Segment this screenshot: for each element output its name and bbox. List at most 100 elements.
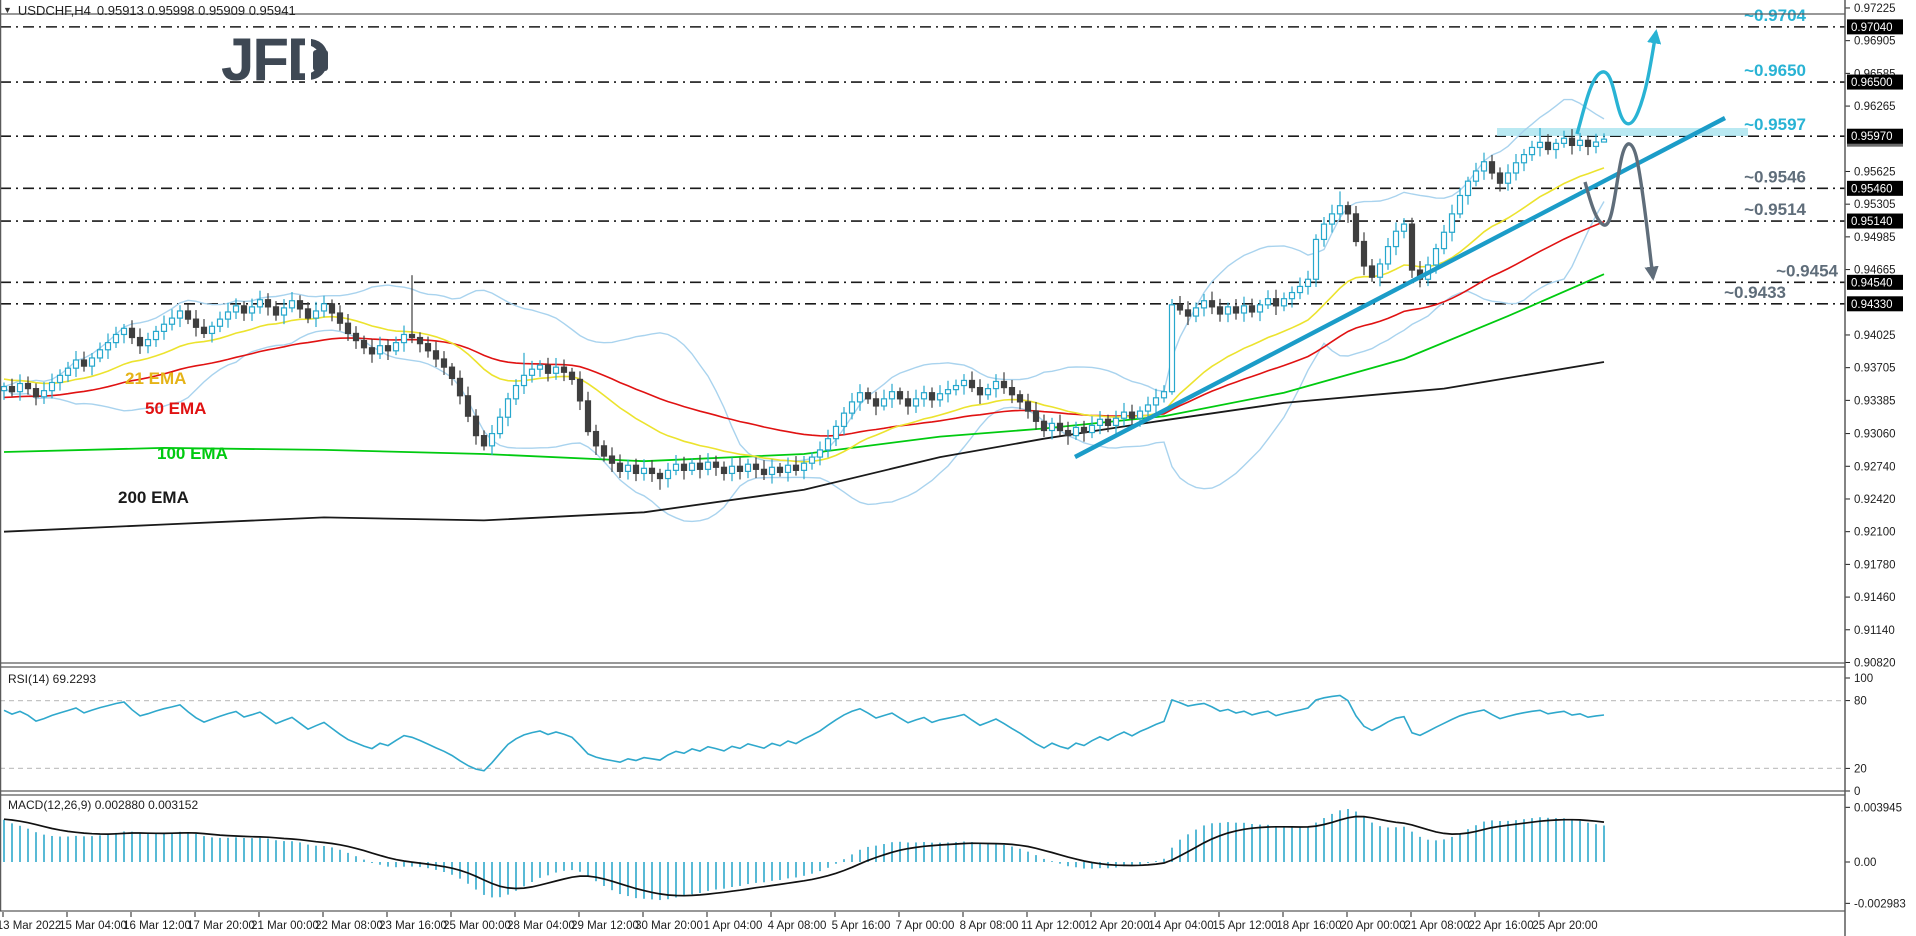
panel-borders [0, 0, 1846, 936]
svg-text:0.97040: 0.97040 [1851, 22, 1893, 34]
svg-text:22 Mar 08:00: 22 Mar 08:00 [315, 920, 383, 932]
candlestick-series [0, 128, 1608, 490]
svg-text:~0.9546: ~0.9546 [1744, 167, 1806, 186]
svg-text:~0.9597: ~0.9597 [1744, 115, 1806, 134]
level-labels: ~0.9704 ~0.9650 ~0.9597 ~0.9546 ~0.9514 ~0.94… [1724, 6, 1838, 302]
svg-text:~0.9704: ~0.9704 [1744, 6, 1806, 25]
logo-pill [313, 50, 328, 71]
svg-text:0.94540: 0.94540 [1851, 277, 1893, 289]
svg-text:0.90820: 0.90820 [1854, 657, 1896, 669]
logo-slit [305, 36, 311, 84]
svg-text:25 Apr 20:00: 25 Apr 20:00 [1532, 920, 1597, 932]
ema-label-21-ema: 21 EMA [125, 369, 187, 388]
svg-text:16 Mar 12:00: 16 Mar 12:00 [123, 920, 191, 932]
svg-text:12 Apr 20:00: 12 Apr 20:00 [1084, 920, 1149, 932]
svg-text:5 Apr 16:00: 5 Apr 16:00 [832, 920, 891, 932]
macd-signal-line [3, 815, 1605, 897]
ema200-line [3, 361, 1605, 533]
svg-text:21 Apr 08:00: 21 Apr 08:00 [1404, 920, 1469, 932]
svg-text:0.95140: 0.95140 [1851, 216, 1893, 228]
svg-text:20: 20 [1854, 763, 1867, 775]
price-level-badge [1847, 296, 1903, 312]
svg-text:0.92740: 0.92740 [1854, 461, 1896, 473]
svg-text:23 Mar 16:00: 23 Mar 16:00 [379, 920, 447, 932]
bullish-trendline[interactable] [1073, 116, 1727, 459]
price-level-badge [1847, 274, 1903, 290]
symbol-timeframe: USDCHF,H4 [17, 3, 91, 18]
svg-text:0.92100: 0.92100 [1854, 527, 1896, 539]
svg-text:80: 80 [1854, 696, 1867, 708]
ema-label-200-ema: 200 EMA [118, 488, 189, 507]
jfd-logo: JFD [221, 26, 330, 93]
svg-text:0.92420: 0.92420 [1854, 494, 1896, 506]
price-level-badge [1847, 180, 1903, 196]
svg-text:28 Mar 04:00: 28 Mar 04:00 [507, 920, 575, 932]
resistance-zone [1497, 128, 1748, 136]
svg-text:0.93060: 0.93060 [1854, 429, 1896, 441]
rsi-line [3, 694, 1605, 772]
macd-indicator-label: MACD(12,26,9) 0.002880 0.003152 [8, 798, 199, 812]
svg-text:4 Apr 08:00: 4 Apr 08:00 [768, 920, 827, 932]
svg-text:-0.002983: -0.002983 [1854, 898, 1906, 910]
svg-text:0.91780: 0.91780 [1854, 559, 1896, 571]
svg-text:0.95460: 0.95460 [1851, 183, 1893, 195]
svg-text:15 Mar 04:00: 15 Mar 04:00 [59, 920, 127, 932]
svg-text:0.94330: 0.94330 [1851, 299, 1893, 311]
svg-text:~0.9650: ~0.9650 [1744, 61, 1806, 80]
svg-text:25 Mar 00:00: 25 Mar 00:00 [443, 920, 511, 932]
svg-text:0.93705: 0.93705 [1854, 363, 1896, 375]
svg-text:0.00: 0.00 [1854, 857, 1876, 869]
bullish-projection-arrow [1575, 29, 1662, 135]
svg-text:~0.9454: ~0.9454 [1776, 261, 1838, 280]
svg-text:1 Apr 04:00: 1 Apr 04:00 [704, 920, 763, 932]
svg-text:0.95625: 0.95625 [1854, 166, 1896, 178]
svg-text:0.003945: 0.003945 [1854, 802, 1902, 814]
rsi-indicator-label: RSI(14) 69.2293 [8, 672, 97, 686]
svg-text:0.94025: 0.94025 [1854, 330, 1896, 342]
bearish-projection-arrow [1583, 142, 1659, 281]
price-level-badge [1847, 74, 1903, 90]
svg-text:15 Apr 12:00: 15 Apr 12:00 [1212, 920, 1277, 932]
ema100-line [3, 273, 1605, 463]
svg-text:0.93385: 0.93385 [1854, 395, 1896, 407]
price-axis[interactable]: 0.972250.969050.965850.962650.956250.953… [1845, 3, 1903, 670]
svg-text:22 Apr 16:00: 22 Apr 16:00 [1468, 920, 1533, 932]
svg-text:0.95970: 0.95970 [1851, 131, 1893, 143]
svg-text:100: 100 [1854, 673, 1873, 685]
price-level-badge [1847, 213, 1903, 229]
svg-text:0: 0 [1854, 786, 1860, 798]
subpanel-axes: 100 80 20 0 0.003945 0.00 -0.002983 [1845, 673, 1906, 910]
svg-text:8 Apr 08:00: 8 Apr 08:00 [960, 920, 1019, 932]
svg-text:0.94985: 0.94985 [1854, 232, 1896, 244]
svg-text:30 Mar 20:00: 30 Mar 20:00 [635, 920, 703, 932]
ema50-line [3, 220, 1605, 437]
svg-text:0.96265: 0.96265 [1854, 101, 1896, 113]
price-level-badge [1847, 19, 1903, 35]
svg-text:18 Apr 16:00: 18 Apr 16:00 [1276, 920, 1341, 932]
svg-text:13 Mar 2022: 13 Mar 2022 [0, 920, 61, 932]
svg-text:0.96905: 0.96905 [1854, 36, 1896, 48]
chart-dropdown-icon[interactable]: ▼ [3, 5, 12, 15]
svg-text:11 Apr 12:00: 11 Apr 12:00 [1021, 920, 1085, 932]
svg-text:0.96500: 0.96500 [1851, 77, 1893, 89]
svg-text:0.91140: 0.91140 [1854, 625, 1895, 637]
chart-title-bar[interactable]: ▼ USDCHF,H4 0.95913 0.95998 0.95909 0.95… [3, 3, 296, 18]
ohlc-readout: 0.95913 0.95998 0.95909 0.95941 [96, 3, 296, 18]
svg-text:~0.9433: ~0.9433 [1724, 283, 1786, 302]
svg-text:17 Mar 20:00: 17 Mar 20:00 [187, 920, 255, 932]
macd-panel [3, 808, 1605, 901]
rsi-panel [0, 694, 1845, 772]
svg-text:29 Mar 12:00: 29 Mar 12:00 [571, 920, 639, 932]
svg-text:21 Mar 00:00: 21 Mar 00:00 [251, 920, 319, 932]
svg-text:20 Apr 00:00: 20 Apr 00:00 [1340, 920, 1405, 932]
svg-text:0.91460: 0.91460 [1854, 592, 1896, 604]
svg-text:0.97225: 0.97225 [1854, 3, 1896, 15]
price-level-badge [1847, 128, 1903, 144]
ema-label-100-ema: 100 EMA [157, 444, 228, 463]
ema-label-50-ema: 50 EMA [145, 399, 207, 418]
svg-text:~0.9514: ~0.9514 [1744, 200, 1806, 219]
svg-text:0.95305: 0.95305 [1854, 199, 1896, 211]
